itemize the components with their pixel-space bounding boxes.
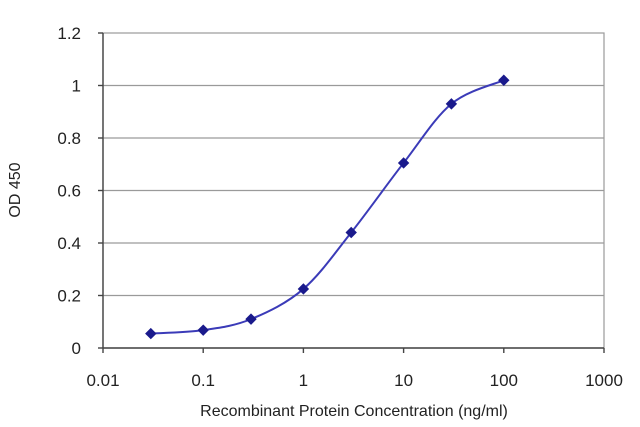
x-tick-label: 1000 [585,371,623,390]
y-tick-label: 0.4 [57,234,81,253]
series-group [145,74,510,340]
y-tick-label: 1.2 [57,24,81,43]
y-tick-label: 1 [72,77,81,96]
y-tick-label: 0.6 [57,182,81,201]
data-point-marker [397,157,410,169]
data-point-marker [498,74,510,86]
data-point-marker [445,98,458,110]
data-point-marker [145,327,157,340]
x-tick-label: 1 [299,371,308,390]
x-tick-label: 0.1 [191,371,215,390]
x-tick-label: 0.01 [86,371,119,390]
data-point-marker [297,283,310,295]
y-ticks: 0 0.2 0.4 0.6 0.8 1 1.2 [57,24,103,358]
y-gridlines [103,84,604,297]
x-tick-label: 10 [394,371,413,390]
series-line [150,79,505,335]
data-point-marker [197,324,209,336]
data-point-marker [345,226,357,239]
x-tick-label: 100 [490,371,518,390]
x-ticks: 0.01 0.1 1 10 100 1000 [86,348,623,390]
y-tick-label: 0.2 [57,287,81,306]
y-axis-title: OD 450 [7,162,24,217]
y-tick-label: 0 [72,339,81,358]
x-axis-title: Recombinant Protein Concentration (ng/ml… [200,403,508,420]
data-point-marker [245,313,257,325]
y-tick-label: 0.8 [57,129,81,148]
